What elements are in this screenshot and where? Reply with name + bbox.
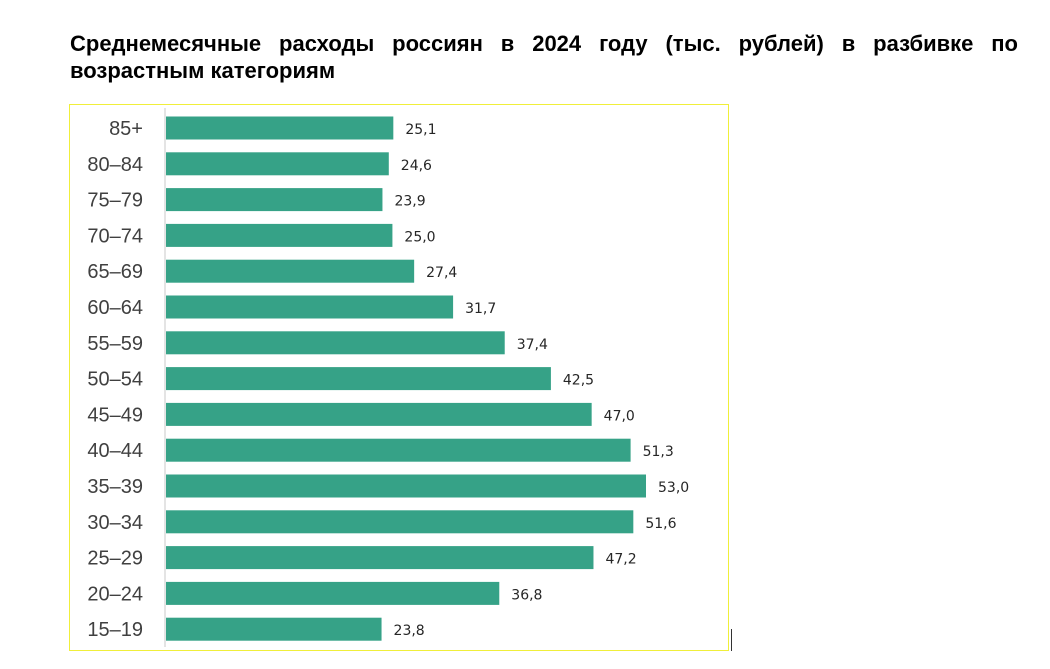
value-label: 42,5 — [563, 373, 594, 389]
category-label: 55–59 — [87, 333, 143, 355]
bar — [166, 331, 505, 355]
category-label: 45–49 — [87, 404, 143, 426]
bar — [166, 402, 592, 426]
category-label: 60–64 — [87, 297, 143, 319]
bar — [166, 188, 383, 212]
value-label: 37,4 — [517, 337, 548, 353]
bar — [166, 295, 454, 319]
bar — [166, 546, 594, 570]
bar — [166, 474, 646, 498]
bar — [166, 367, 551, 391]
value-label: 27,4 — [426, 265, 457, 281]
category-label: 15–19 — [87, 619, 143, 641]
value-label: 23,9 — [394, 194, 425, 210]
category-label: 20–24 — [87, 583, 143, 605]
value-label: 25,1 — [405, 122, 436, 138]
bar — [166, 581, 500, 605]
category-label: 70–74 — [87, 225, 143, 247]
bar — [166, 259, 415, 283]
bar — [166, 617, 382, 641]
value-label: 25,0 — [404, 229, 435, 245]
category-label: 30–34 — [87, 512, 143, 534]
value-label: 47,2 — [605, 552, 636, 568]
value-label: 24,6 — [401, 158, 432, 174]
category-label: 40–44 — [87, 440, 143, 462]
value-label: 53,0 — [658, 480, 689, 496]
value-label: 23,8 — [394, 623, 425, 639]
value-label: 51,6 — [645, 516, 676, 532]
bar — [166, 510, 634, 534]
text-cursor-mark — [731, 629, 732, 651]
value-label: 36,8 — [511, 587, 542, 603]
value-label: 47,0 — [604, 408, 635, 424]
chart-frame — [69, 104, 729, 651]
bar — [166, 116, 394, 140]
value-label: 51,3 — [643, 444, 674, 460]
chart-title: Среднемесячные расходы россиян в 2024 го… — [70, 31, 1018, 83]
bar — [166, 438, 631, 462]
category-label: 35–39 — [87, 476, 143, 498]
category-label: 80–84 — [87, 154, 143, 176]
bar — [166, 152, 389, 176]
category-label: 25–29 — [87, 548, 143, 570]
category-label: 85+ — [109, 118, 143, 140]
bar — [166, 223, 393, 247]
category-label: 75–79 — [87, 190, 143, 212]
value-label: 31,7 — [465, 301, 496, 317]
category-label: 50–54 — [87, 369, 143, 391]
category-label: 65–69 — [87, 261, 143, 283]
